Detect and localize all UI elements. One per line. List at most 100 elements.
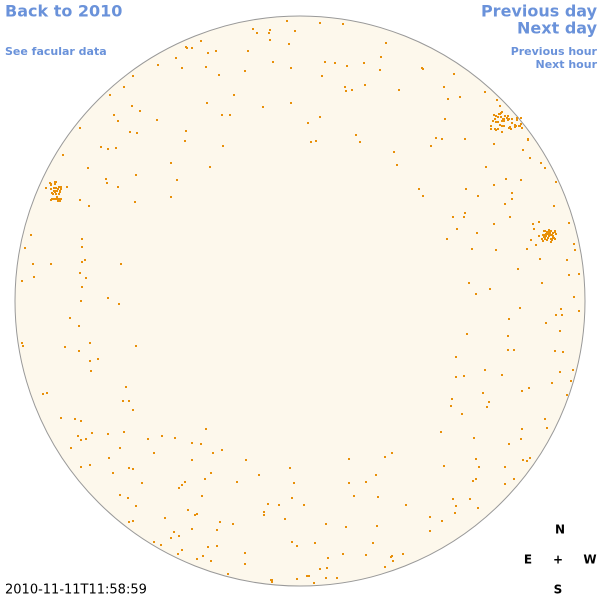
next-day-link[interactable]: Next day	[517, 19, 598, 38]
facula	[452, 498, 454, 500]
facula	[69, 317, 71, 319]
facula	[319, 22, 321, 24]
facula	[58, 193, 60, 195]
facula	[53, 187, 55, 189]
facula	[129, 131, 131, 133]
facula	[54, 183, 56, 185]
facula	[262, 106, 264, 108]
facula	[504, 483, 506, 485]
facula	[185, 130, 187, 132]
back-link[interactable]: Back to 2010	[5, 2, 122, 21]
facula	[443, 86, 445, 88]
facula	[520, 117, 522, 119]
facula	[52, 193, 54, 195]
facula	[327, 557, 329, 559]
facula	[174, 437, 176, 439]
facula	[476, 232, 478, 234]
previous-day-link[interactable]: Previous day	[481, 2, 598, 21]
facula	[21, 280, 23, 282]
facula	[552, 232, 554, 234]
compass-west: W	[583, 553, 596, 567]
facula	[122, 400, 124, 402]
facula	[271, 581, 273, 583]
facula	[290, 102, 292, 104]
facula	[313, 582, 315, 584]
facula	[554, 238, 556, 240]
facula	[561, 314, 563, 316]
facula	[473, 437, 475, 439]
facula	[551, 234, 553, 236]
facula	[541, 238, 543, 240]
facula	[105, 178, 107, 180]
facula	[212, 452, 214, 454]
facula	[522, 149, 524, 151]
facula	[538, 235, 540, 237]
previous-hour-link[interactable]: Previous hour	[511, 45, 598, 58]
facula	[509, 216, 511, 218]
facula	[508, 118, 510, 120]
facula	[170, 537, 172, 539]
facula	[513, 478, 515, 480]
facula	[109, 94, 111, 96]
facula	[554, 350, 556, 352]
facula	[385, 42, 387, 44]
facula	[106, 182, 108, 184]
facula	[493, 114, 495, 116]
facula	[544, 418, 546, 420]
facula	[205, 428, 207, 430]
facula	[447, 98, 449, 100]
facula	[117, 120, 119, 122]
facula	[131, 105, 133, 107]
facula	[54, 181, 56, 183]
facular-link[interactable]: See facular data	[5, 45, 107, 58]
facula	[461, 413, 463, 415]
facula	[113, 114, 115, 116]
facula	[568, 222, 570, 224]
facula	[477, 195, 479, 197]
facula	[475, 458, 477, 460]
facula	[30, 234, 32, 236]
facula	[365, 554, 367, 556]
facula	[345, 90, 347, 92]
facula	[516, 117, 518, 119]
facula	[120, 263, 122, 265]
facula	[80, 466, 82, 468]
facula	[178, 487, 180, 489]
facula	[545, 235, 547, 237]
facula	[170, 196, 172, 198]
facula	[57, 188, 59, 190]
facula	[346, 65, 348, 67]
facula	[484, 91, 486, 93]
facula	[80, 420, 82, 422]
facula	[554, 230, 556, 232]
facula	[392, 560, 394, 562]
facula	[455, 505, 457, 507]
facula	[443, 465, 445, 467]
facula	[559, 371, 561, 373]
facula	[482, 392, 484, 394]
facula	[532, 223, 534, 225]
facula	[296, 578, 298, 580]
facula	[546, 231, 548, 233]
facula	[495, 249, 497, 251]
facula	[494, 118, 496, 120]
facula	[504, 466, 506, 468]
facula	[380, 56, 382, 58]
facula	[456, 228, 458, 230]
facula	[91, 432, 93, 434]
facula	[422, 195, 424, 197]
facula	[494, 128, 496, 130]
facula	[511, 122, 513, 124]
facula	[471, 248, 473, 250]
facula	[375, 474, 377, 476]
facula	[185, 46, 187, 48]
facula	[402, 553, 404, 555]
facula	[344, 86, 346, 88]
facula	[359, 141, 361, 143]
facula	[551, 239, 553, 241]
next-hour-link[interactable]: Next hour	[536, 58, 598, 71]
facula	[526, 248, 528, 250]
facula	[450, 405, 452, 407]
facula	[530, 239, 532, 241]
facula	[549, 233, 551, 235]
